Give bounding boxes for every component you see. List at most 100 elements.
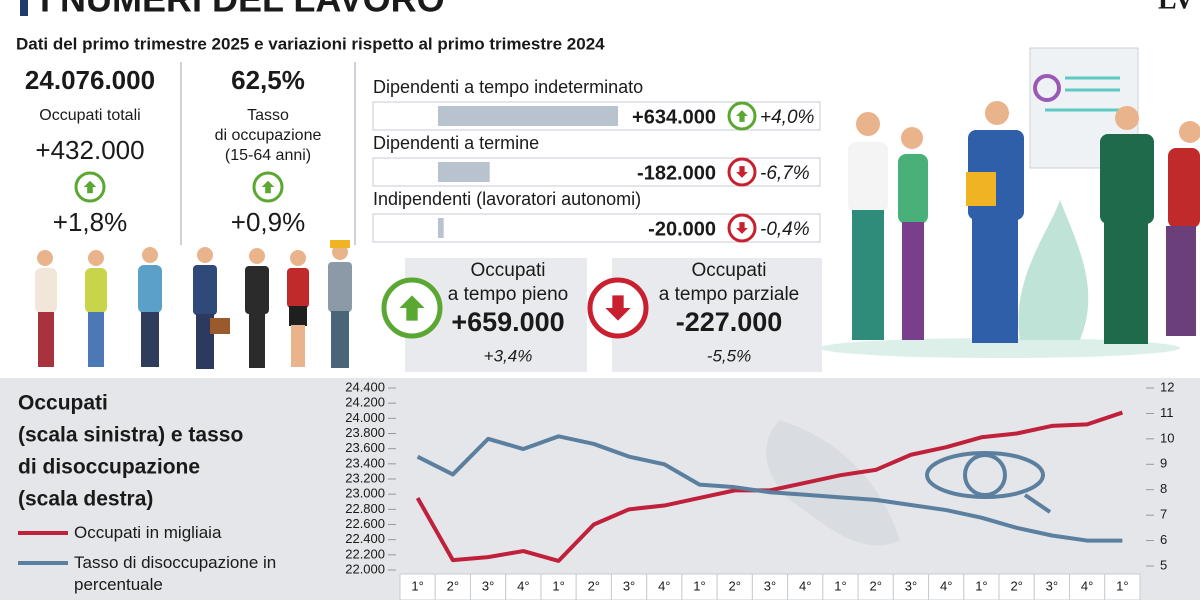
legend-label: Tasso di disoccupazione in percentuale bbox=[74, 553, 277, 594]
stat-change: +432.000 bbox=[35, 135, 144, 165]
stat-label: (15-64 anni) bbox=[225, 147, 311, 164]
x-tick-label: 3° bbox=[482, 578, 494, 593]
x-cell bbox=[1033, 573, 1071, 600]
x-cell bbox=[751, 573, 789, 600]
box-value: +659.000 bbox=[451, 307, 564, 337]
y-tick-label: 23.800 bbox=[345, 425, 385, 440]
trend-arrow bbox=[736, 110, 748, 122]
x-tick-label: 3° bbox=[1046, 578, 1058, 593]
x-tick-label: 4° bbox=[1081, 578, 1093, 593]
illustration-business bbox=[820, 47, 1200, 358]
x-cell bbox=[610, 573, 648, 600]
row-pct: -6,7% bbox=[760, 163, 810, 184]
y-tick-label: 23.400 bbox=[345, 455, 385, 470]
y2-tick-label: 12 bbox=[1160, 379, 1174, 394]
trend-arrow bbox=[83, 180, 97, 194]
bar bbox=[438, 106, 618, 126]
row-label: Indipendenti (lavoratori autonomi) bbox=[373, 189, 641, 209]
stat-value: 62,5% bbox=[231, 65, 305, 95]
row-value: -182.000 bbox=[637, 162, 716, 184]
box-label: Occupati bbox=[471, 260, 546, 281]
x-tick-label: 3° bbox=[905, 578, 917, 593]
x-tick-label: 3° bbox=[623, 578, 635, 593]
y2-tick-label: 6 bbox=[1160, 532, 1167, 547]
x-tick-label: 4° bbox=[658, 578, 670, 593]
x-tick-label: 1° bbox=[693, 578, 705, 593]
x-tick-label: 4° bbox=[940, 578, 952, 593]
x-cell bbox=[469, 573, 507, 600]
x-tick-label: 2° bbox=[1010, 578, 1022, 593]
trend-arrow bbox=[605, 295, 631, 321]
x-tick-label: 1° bbox=[411, 578, 423, 593]
stat-change-pct: +0,9% bbox=[231, 207, 305, 237]
chart-title: (scala sinistra) e tasso bbox=[18, 424, 243, 447]
y-tick-label: 24.000 bbox=[345, 410, 385, 425]
x-tick-label: 1° bbox=[975, 578, 987, 593]
illustration-map bbox=[766, 420, 900, 546]
bar bbox=[438, 218, 444, 238]
stat-change-pct: +1,8% bbox=[53, 207, 127, 237]
x-cell bbox=[787, 573, 824, 600]
x-cell bbox=[716, 573, 753, 600]
box-label: a tempo parziale bbox=[659, 284, 799, 305]
x-cell bbox=[1069, 573, 1106, 600]
y-tick-label: 22.600 bbox=[345, 516, 385, 531]
row-label: Dipendenti a termine bbox=[373, 133, 539, 153]
search-icon bbox=[925, 451, 1052, 514]
row-label: Dipendenti a tempo indeterminato bbox=[373, 77, 643, 97]
subtitle: Dati del primo trimestre 2025 e variazio… bbox=[16, 34, 605, 53]
x-tick-label: 2° bbox=[447, 578, 459, 593]
illustration-people bbox=[35, 240, 352, 369]
bar bbox=[438, 162, 490, 182]
y-tick-label: 24.400 bbox=[345, 379, 385, 394]
box-label: Occupati bbox=[692, 260, 767, 281]
x-tick-label: 2° bbox=[869, 578, 881, 593]
box-value: -227.000 bbox=[676, 307, 783, 337]
y2-tick-label: 11 bbox=[1160, 405, 1174, 420]
x-cell bbox=[681, 573, 718, 600]
y2-tick-label: 7 bbox=[1160, 507, 1167, 522]
x-cell bbox=[434, 573, 471, 600]
x-tick-label: 1° bbox=[552, 578, 564, 593]
row-value: +634.000 bbox=[632, 106, 716, 128]
x-tick-label: 2° bbox=[729, 578, 741, 593]
x-tick-label: 2° bbox=[588, 578, 600, 593]
row-value: -20.000 bbox=[648, 218, 716, 240]
trend-arrow bbox=[399, 295, 425, 321]
box-label: a tempo pieno bbox=[448, 284, 568, 305]
stat-label: di occupazione bbox=[215, 127, 322, 144]
x-tick-label: 3° bbox=[764, 578, 776, 593]
row-pct: +4,0% bbox=[760, 107, 815, 128]
y2-tick-label: 5 bbox=[1160, 557, 1167, 572]
y-tick-label: 22.000 bbox=[345, 561, 385, 576]
chart-title: (scala destra) bbox=[18, 488, 153, 511]
legend-item: Tasso di disoccupazione in percentuale bbox=[74, 553, 277, 594]
x-tick-label: 1° bbox=[834, 578, 846, 593]
chart-title: di disoccupazione bbox=[18, 456, 200, 479]
x-cell bbox=[646, 573, 683, 600]
y-tick-label: 22.800 bbox=[345, 501, 385, 516]
chart-title: Occupati bbox=[18, 392, 108, 415]
stat-value: 24.076.000 bbox=[25, 65, 155, 95]
y-tick-label: 24.200 bbox=[345, 395, 385, 410]
x-cell bbox=[892, 573, 930, 600]
box-pct: -5,5% bbox=[707, 346, 751, 365]
y2-tick-label: 10 bbox=[1160, 430, 1174, 445]
trend-arrow bbox=[736, 166, 748, 178]
stat-label: Occupati totali bbox=[39, 107, 140, 124]
title-accent bbox=[20, 0, 28, 16]
series-line bbox=[416, 434, 1123, 543]
y-tick-label: 23.200 bbox=[345, 470, 385, 485]
trend-arrow bbox=[736, 222, 748, 234]
x-cell bbox=[399, 573, 436, 600]
x-cell bbox=[1104, 573, 1141, 600]
row-pct: -0,4% bbox=[760, 219, 810, 240]
legend-item: Occupati in migliaia bbox=[74, 523, 222, 542]
legend-label: Occupati in migliaia bbox=[74, 523, 222, 542]
x-tick-label: 4° bbox=[517, 578, 529, 593]
x-tick-label: 1° bbox=[1116, 578, 1128, 593]
x-tick-label: 4° bbox=[799, 578, 811, 593]
box-pct: +3,4% bbox=[484, 346, 533, 365]
